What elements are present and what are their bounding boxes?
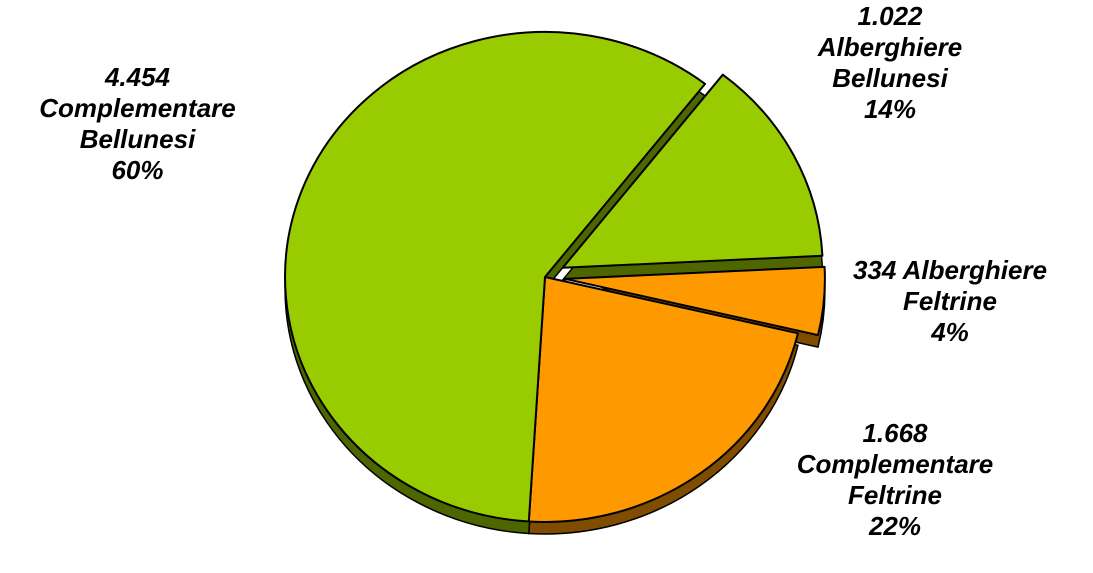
pie-slice-alberghiere-bellunesi — [561, 73, 824, 269]
slice-label-complementare-bellunesi: 4.454 Complementare Bellunesi 60% — [15, 62, 260, 186]
slice-label-alberghiere-feltrine: 334 Alberghiere Feltrine 4% — [815, 255, 1085, 348]
slice-value-label: 1.022 — [857, 1, 923, 31]
slice-percent-label: 14% — [863, 94, 917, 124]
slice-category-label: Alberghiere — [817, 32, 963, 62]
slice-percent-label: 22% — [868, 511, 922, 541]
slice-value-label: 4.454 — [104, 62, 171, 92]
slice-percent-label: 60% — [111, 155, 164, 185]
slice-category-label: Feltrine — [903, 286, 997, 316]
slice-category-label: Bellunesi — [832, 63, 948, 93]
pie-slice-alberghiere-feltrine — [563, 265, 826, 337]
slice-category-label: Feltrine — [848, 480, 942, 510]
pie-slice-complementare-bellunesi — [284, 30, 707, 523]
slice-percent-label: 4% — [931, 317, 969, 347]
slice-value-label: 1.668 — [862, 418, 928, 448]
slice-value-label: 334 Alberghiere — [852, 255, 1048, 285]
slice-category-label: Complementare — [796, 449, 994, 479]
pie-slice-complementare-feltrine — [527, 276, 799, 523]
slice-category-label: Bellunesi — [79, 124, 196, 154]
slice-label-alberghiere-bellunesi: 1.022 Alberghiere Bellunesi 14% — [785, 1, 995, 125]
slice-label-complementare-feltrine: 1.668 Complementare Feltrine 22% — [770, 418, 1020, 542]
slice-category-label: Complementare — [39, 93, 236, 123]
